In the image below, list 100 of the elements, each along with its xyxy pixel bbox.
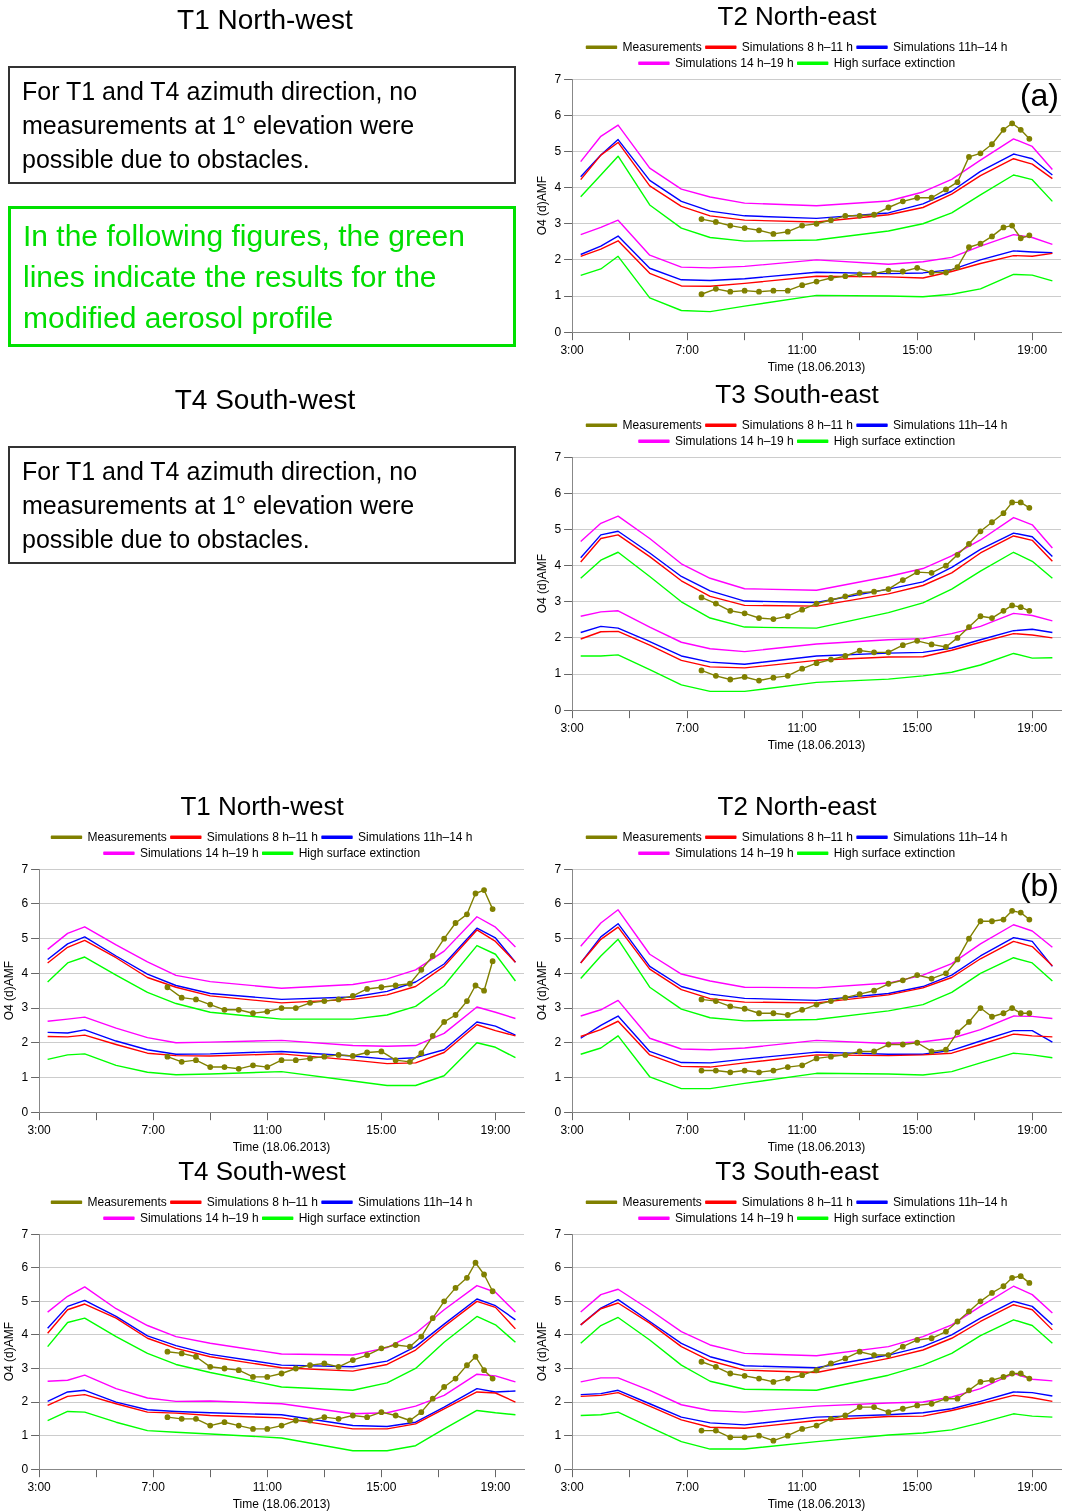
y-tick-label: 1 [554,288,562,303]
y-axis-title: O4 (d)AMF [1,1322,16,1382]
x-tick-label: 15:00 [366,1122,397,1137]
x-tick-label: 7:00 [141,1122,166,1137]
y-tick-label: 7 [554,861,562,876]
y-tick-label: 5 [554,521,562,536]
y-tick-label: 7 [554,449,562,464]
y-tick-label: 4 [554,965,562,980]
legend-label: High surface extinction [833,1210,956,1225]
x-tick-label: 15:00 [366,1479,397,1494]
text: In the following figures, the green lines indicate the results for the modified aerosol profile [8,206,516,347]
x-tick-label: 7:00 [675,720,700,735]
chart-title: T2 North-east [717,0,878,31]
y-tick-label: 5 [554,143,562,158]
legend-label: High surface extinction [833,845,956,860]
legend-label: Simulations 14 h–19 h [674,433,794,448]
y-tick-label: 1 [554,1427,562,1442]
y-axis-title: O4 (d)AMF [534,176,549,236]
x-tick-label: 19:00 [1017,1479,1048,1494]
y-tick-label: 2 [554,252,562,267]
text: T1 North-west [176,4,354,36]
x-tick-label: 11:00 [252,1122,283,1137]
y-tick-label: 2 [554,1035,562,1050]
x-tick-label: 15:00 [902,1479,933,1494]
legend-label: Simulations 11h–14 h [358,1194,473,1209]
x-tick-label: 7:00 [141,1479,166,1494]
x-axis-title: Time (18.06.2013) [232,1140,331,1155]
y-tick-label: 3 [554,594,562,609]
x-tick-label: 15:00 [902,342,933,357]
legend-label: Simulations 11h–14 h [893,1194,1008,1209]
x-axis-title: Time (18.06.2013) [767,360,866,375]
y-tick-label: 6 [554,485,562,500]
y-tick-label: 7 [554,1226,562,1241]
x-tick-label: 7:00 [675,1122,700,1137]
x-axis-title: Time (18.06.2013) [232,1497,331,1512]
y-tick-label: 2 [21,1394,29,1409]
legend-label: Simulations 14 h–19 h [674,1210,794,1225]
legend-label: High surface extinction [298,1210,421,1225]
chart-title: T3 South-east [715,378,880,409]
x-tick-label: 3:00 [560,342,585,357]
y-tick-label: 5 [554,930,562,945]
y-tick-label: 0 [554,1461,562,1476]
annotation: (a) [1019,77,1059,114]
chart-title: T1 North-west [180,790,345,821]
y-axis-title: O4 (d)AMF [1,961,16,1021]
y-tick-label: 3 [554,1360,562,1375]
y-tick-label: 4 [554,179,562,194]
x-axis-title: Time (18.06.2013) [767,738,866,753]
y-tick-label: 7 [21,861,29,876]
y-tick-label: 1 [21,1427,29,1442]
x-tick-label: 3:00 [27,1479,52,1494]
y-tick-label: 2 [554,630,562,645]
legend-label: Simulations 11h–14 h [893,829,1008,844]
legend-label: Simulations 8 h–11 h [741,1194,854,1209]
legend-label: High surface extinction [298,845,421,860]
x-tick-label: 3:00 [560,1479,585,1494]
legend-label: High surface extinction [833,433,956,448]
x-tick-label: 11:00 [787,342,818,357]
x-tick-label: 3:00 [560,1122,585,1137]
legend-label: Measurements [87,1194,167,1209]
y-axis-title: O4 (d)AMF [534,961,549,1021]
y-tick-label: 1 [554,666,562,681]
y-tick-label: 4 [554,557,562,572]
y-tick-label: 1 [554,1069,562,1084]
legend-label: Simulations 14 h–19 h [674,55,794,70]
annotation: (b) [1019,867,1059,904]
y-tick-label: 3 [21,1000,29,1015]
y-tick-label: 6 [554,1260,562,1275]
y-tick-label: 6 [554,896,562,911]
x-tick-label: 15:00 [902,720,933,735]
legend-label: Simulations 8 h–11 h [741,417,854,432]
y-tick-label: 5 [21,1293,29,1308]
y-tick-label: 4 [21,1327,29,1342]
legend-label: Measurements [622,417,702,432]
legend-label: High surface extinction [833,55,956,70]
x-tick-label: 15:00 [902,1122,933,1137]
legend-label: Simulations 8 h–11 h [206,829,319,844]
y-tick-label: 0 [554,324,562,339]
y-axis-title: O4 (d)AMF [534,554,549,614]
y-tick-label: 5 [21,930,29,945]
y-tick-label: 6 [554,107,562,122]
x-tick-label: 19:00 [1017,342,1048,357]
legend-label: Measurements [87,829,167,844]
x-tick-label: 19:00 [480,1122,511,1137]
legend-label: Simulations 11h–14 h [893,417,1008,432]
x-tick-label: 11:00 [252,1479,283,1494]
legend-label: Simulations 14 h–19 h [674,845,794,860]
text: For T1 and T4 azimuth direction, no measurements at 1° elevation were possible due to obstacles. [8,66,516,184]
y-tick-label: 2 [554,1394,562,1409]
legend-label: Simulations 11h–14 h [893,39,1008,54]
x-tick-label: 7:00 [675,1479,700,1494]
y-tick-label: 3 [554,216,562,231]
y-tick-label: 0 [554,1104,562,1119]
y-tick-label: 1 [21,1069,29,1084]
legend-label: Simulations 8 h–11 h [206,1194,319,1209]
x-tick-label: 7:00 [675,342,700,357]
y-tick-label: 7 [21,1226,29,1241]
y-tick-label: 3 [554,1000,562,1015]
y-tick-label: 3 [21,1360,29,1375]
legend-label: Simulations 8 h–11 h [741,829,854,844]
